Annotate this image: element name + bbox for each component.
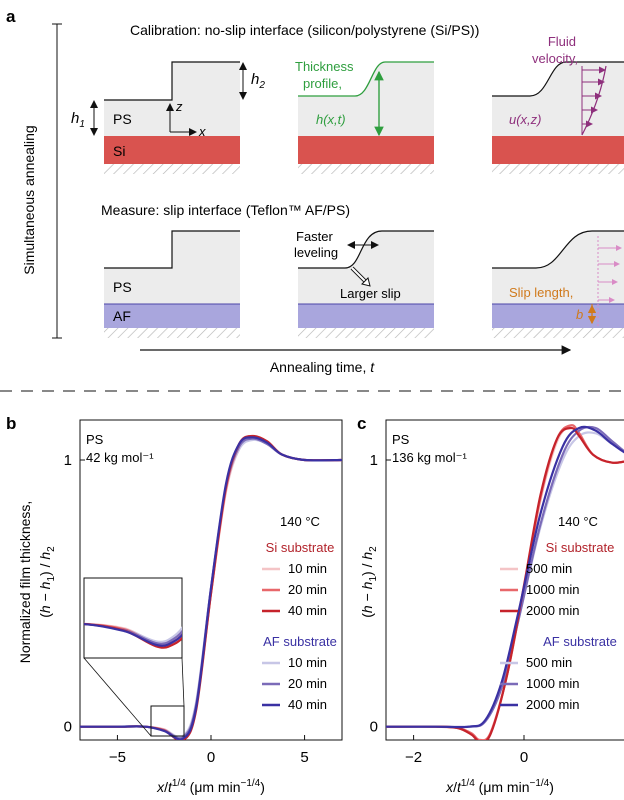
series-line-af-5 <box>386 425 624 729</box>
legend-entry: 40 min <box>288 603 327 618</box>
thickness-profile-label-1: Thickness <box>295 59 354 74</box>
z-label: z <box>175 99 183 114</box>
x-tick-label: 0 <box>207 749 215 766</box>
series-line-si-1 <box>386 424 624 740</box>
simultaneous-annealing-label: Simultaneous annealing <box>21 125 37 274</box>
panel-b-ticks: −5 0 5 0 1 <box>64 452 309 766</box>
panel-b-mass: 42 kg mol⁻¹ <box>86 450 154 465</box>
si-fluid-velocity: Fluid velocity, u(x,z) <box>492 34 624 174</box>
faster-label-1: Faster <box>296 229 334 244</box>
x-tick-label: −5 <box>109 749 126 766</box>
series-line-af-5 <box>80 436 342 740</box>
b-label: b <box>576 307 583 322</box>
si-step-initial: PS Si h1 h2 z x <box>71 61 265 174</box>
measure-title: Measure: slip interface (Teflon™ AF/PS) <box>101 202 350 218</box>
larger-slip-label: Larger slip <box>340 286 401 301</box>
series-line-si-2 <box>386 426 624 740</box>
annealing-time-label: Annealing time, t <box>270 359 375 375</box>
h1-label: h1 <box>71 110 85 130</box>
legend-entry: 40 min <box>288 697 327 712</box>
legend-group-label: AF substrate <box>543 634 617 649</box>
panel-b-zoom-line-1 <box>83 657 152 737</box>
panel-b-zoom-line-2 <box>181 657 185 707</box>
y-tick-label: 1 <box>370 452 378 469</box>
y-tick-label: 0 <box>64 719 72 736</box>
panel-b-letter: b <box>6 414 16 433</box>
legend-entry: 20 min <box>288 676 327 691</box>
legend-entry: 2000 min <box>526 697 579 712</box>
legend-entry: 10 min <box>288 561 327 576</box>
series-line-si-0 <box>386 424 624 740</box>
af-substrate <box>104 304 240 328</box>
faster-label-2: leveling <box>294 245 338 260</box>
legend-entry: 20 min <box>288 582 327 597</box>
panel-b-series <box>80 434 342 740</box>
legend-entry: 1000 min <box>526 582 579 597</box>
legend-entry: 2000 min <box>526 603 579 618</box>
panel-c-polymer: PS <box>392 432 410 447</box>
panel-c-xlabel: x/t1/4 (μm min−1/4) <box>445 778 554 795</box>
legend-entry: 500 min <box>526 655 572 670</box>
af-label: AF <box>113 308 131 324</box>
thickness-profile-label-2: profile, <box>303 76 342 91</box>
af-faster-leveling: Faster leveling Larger slip <box>294 229 434 338</box>
panel-b-ylabel-1: Normalized film thickness, <box>17 501 33 664</box>
panel-c-letter: c <box>357 414 366 433</box>
legend-group-label: AF substrate <box>263 634 337 649</box>
panel-b-legend: Si substrate 10 min 20 min 40 min AF substra… <box>262 540 337 712</box>
x-label: x <box>198 124 206 139</box>
panel-b-polymer: PS <box>86 432 104 447</box>
legend-entry: 500 min <box>526 561 572 576</box>
fluid-velocity-label-2: velocity, <box>532 51 578 66</box>
y-tick-label: 1 <box>64 452 72 469</box>
x-tick-label: 5 <box>300 749 308 766</box>
legend-group-label: Si substrate <box>546 540 615 555</box>
panel-c-temperature: 140 °C <box>558 514 598 529</box>
legend-entry: 1000 min <box>526 676 579 691</box>
panel-b-ylabel-2: (h − h1) / h2 <box>37 546 57 618</box>
panel-b-temperature: 140 °C <box>280 514 320 529</box>
panel-b-xlabel: x/t1/4 (μm min−1/4) <box>156 778 265 795</box>
inset-series-line-5 <box>84 622 182 647</box>
uxz-label: u(x,z) <box>509 112 542 127</box>
panel-c-ticks: −20201 <box>370 452 529 766</box>
si-label: Si <box>113 143 125 159</box>
ps-label: PS <box>113 111 132 127</box>
af-step-initial: PS AF <box>104 230 240 338</box>
panel-a-letter: a <box>6 7 16 26</box>
panel-c-ylabel: (h − h1) / h2 <box>359 546 379 618</box>
h2-label: h2 <box>251 71 265 91</box>
af-slip-length: Slip length, b <box>492 230 624 338</box>
si-thickness-profile: Thickness profile, h(x,t) <box>295 59 434 174</box>
panel-c-mass: 136 kg mol⁻¹ <box>392 450 467 465</box>
legend-group-label: Si substrate <box>266 540 335 555</box>
si-substrate <box>104 136 240 164</box>
panel-c-frame <box>385 419 624 741</box>
panel-c: c (h − h1) / h2 x/t1/4 (μm min−1/4) PS 1… <box>357 414 624 795</box>
ps-label-2: PS <box>113 279 132 295</box>
panel-b-zoom-box <box>150 705 185 737</box>
fluid-velocity-label-1: Fluid <box>548 34 576 49</box>
x-tick-label: 0 <box>520 749 528 766</box>
hxt-label: h(x,t) <box>316 112 346 127</box>
slip-length-label: Slip length, <box>509 285 573 300</box>
panel-c-legend: Si substrate 500 min 1000 min 2000 min AF su… <box>500 540 617 712</box>
x-tick-label: −2 <box>405 749 422 766</box>
panel-a: a Simultaneous annealing Calibration: no… <box>6 7 624 375</box>
calibration-title: Calibration: no-slip interface (silicon/… <box>130 22 479 38</box>
panel-b-inset-series <box>84 622 182 649</box>
legend-entry: 10 min <box>288 655 327 670</box>
panel-c-series <box>386 424 624 740</box>
y-tick-label: 0 <box>370 719 378 736</box>
